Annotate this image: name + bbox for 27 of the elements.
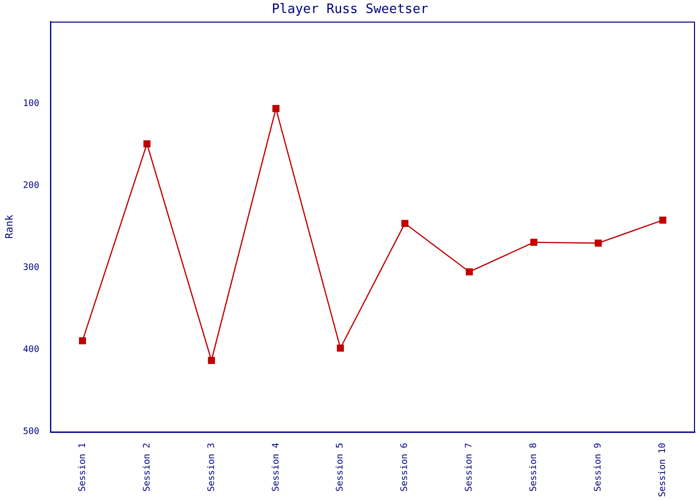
y-tick-label: 200 (22, 181, 40, 192)
point (78, 337, 86, 344)
point (530, 238, 538, 246)
x-tick-label: Session 4 (271, 442, 282, 492)
point (272, 105, 280, 112)
y-tick-label: 400 (22, 345, 40, 356)
x-tick-label: Session 6 (400, 442, 410, 492)
x-tick-label: Session 1 (78, 442, 88, 492)
point (336, 344, 344, 352)
point (466, 268, 473, 276)
y-tick-label: 100 (22, 98, 40, 109)
chart-title: Player Russ Sweetser (272, 2, 428, 18)
x-tick-label: Session 7 (464, 442, 475, 492)
point (143, 140, 151, 148)
point (401, 220, 408, 227)
point (208, 356, 215, 364)
x-tick-label: Session 10 (658, 442, 668, 498)
x-tick-label: Session 3 (206, 442, 217, 492)
point (594, 240, 602, 247)
x-tick-label: Session 9 (594, 442, 604, 492)
y-tick-label: 300 (22, 263, 40, 274)
x-tick-label: Session 5 (336, 442, 346, 492)
x-tick-label: Session 2 (142, 442, 152, 492)
point (659, 216, 666, 224)
x-tick-label: Session 8 (529, 442, 540, 492)
y-axis-title: Rank (4, 214, 16, 239)
y-tick-label: 500 (22, 427, 40, 438)
